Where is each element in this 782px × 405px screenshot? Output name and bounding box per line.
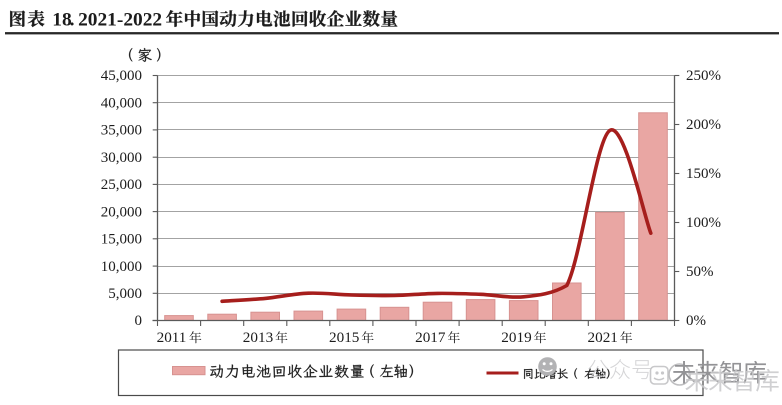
svg-text:.: . [70, 9, 75, 30]
svg-text:18: 18 [52, 9, 72, 30]
svg-text:20,000: 20,000 [101, 204, 142, 220]
svg-text:250%: 250% [686, 68, 721, 84]
svg-text:40,000: 40,000 [101, 96, 142, 112]
svg-text:10,000: 10,000 [101, 259, 142, 275]
svg-text:2019: 2019 [501, 329, 531, 346]
svg-text:45,000: 45,000 [101, 68, 142, 84]
svg-text:100%: 100% [686, 215, 721, 231]
svg-text:35,000: 35,000 [101, 123, 142, 139]
svg-text:15,000: 15,000 [101, 232, 142, 248]
svg-text:150%: 150% [686, 166, 721, 182]
svg-text:2015: 2015 [329, 329, 359, 346]
svg-text:50%: 50% [686, 264, 714, 280]
svg-text:2013: 2013 [243, 329, 273, 346]
svg-text:0%: 0% [686, 313, 706, 329]
svg-text:2011: 2011 [157, 329, 187, 346]
svg-text:2017: 2017 [415, 329, 446, 346]
svg-text:5,000: 5,000 [108, 286, 142, 302]
svg-text:200%: 200% [686, 117, 721, 133]
svg-text:2021: 2021 [588, 329, 618, 346]
svg-text:30,000: 30,000 [101, 150, 142, 166]
svg-text:25,000: 25,000 [101, 177, 142, 193]
svg-text:2021-2022: 2021-2022 [78, 9, 162, 30]
svg-text:0: 0 [135, 313, 143, 329]
